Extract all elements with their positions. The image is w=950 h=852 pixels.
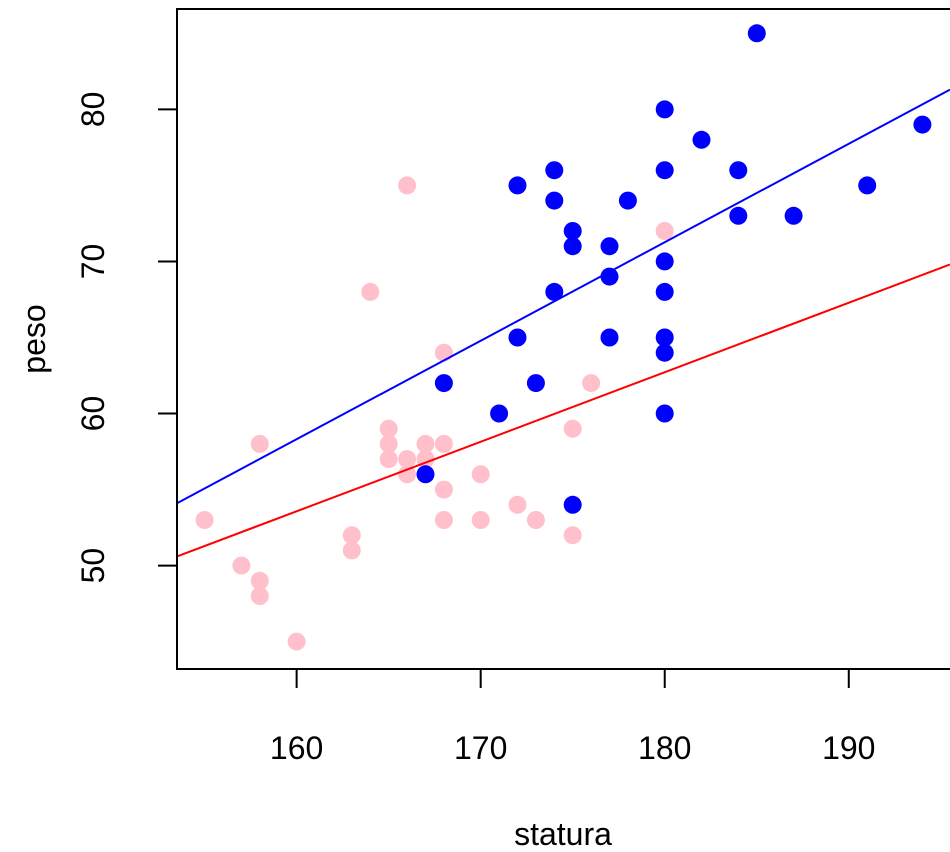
x-axis: 160 170 180 190 <box>270 668 875 766</box>
data-point-series-2 <box>545 161 564 180</box>
x-tick-label: 170 <box>454 730 507 766</box>
data-point-series-2 <box>508 328 527 347</box>
x-tick-label: 180 <box>638 730 691 766</box>
data-point-series-2 <box>508 176 527 195</box>
data-point-series-1 <box>398 176 417 195</box>
data-point-series-2 <box>858 176 877 195</box>
data-point-series-1 <box>416 434 435 453</box>
data-point-series-2 <box>655 404 674 423</box>
data-point-series-2 <box>913 115 932 134</box>
data-point-series-2 <box>784 206 803 225</box>
data-point-series-2 <box>655 161 674 180</box>
data-point-series-2 <box>526 374 545 393</box>
data-point-series-1 <box>250 571 269 590</box>
y-tick-label: 50 <box>75 548 111 584</box>
data-point-series-2 <box>563 237 582 256</box>
data-point-series-2 <box>655 343 674 362</box>
data-point-series-2 <box>563 222 582 240</box>
data-point-series-2 <box>600 328 619 347</box>
data-point-series-1 <box>398 450 417 469</box>
plot-frame <box>176 8 950 670</box>
y-tick-label: 80 <box>75 92 111 128</box>
data-point-series-2 <box>416 465 435 484</box>
x-axis-title: statura <box>514 816 612 852</box>
data-point-series-2 <box>490 404 509 423</box>
data-point-series-1 <box>655 222 674 240</box>
data-point-series-2 <box>747 24 766 43</box>
data-point-series-1 <box>361 282 380 301</box>
data-point-series-2 <box>545 282 564 301</box>
data-point-series-1 <box>398 465 417 484</box>
data-point-series-1 <box>287 632 306 651</box>
blue-fit-line <box>177 88 950 505</box>
data-point-series-1 <box>471 465 490 484</box>
data-point-series-2 <box>692 130 711 149</box>
data-point-series-2 <box>545 191 564 210</box>
data-point-series-1 <box>195 511 214 529</box>
data-point-series-1 <box>471 511 490 529</box>
data-point-series-2 <box>655 252 674 271</box>
plot-marks <box>195 24 932 651</box>
y-axis: 50 60 70 80 <box>75 92 178 584</box>
data-point-series-1 <box>342 541 361 560</box>
data-point-series-1 <box>526 511 545 529</box>
data-point-series-2 <box>563 495 582 514</box>
data-point-series-1 <box>508 495 527 514</box>
data-point-series-1 <box>434 434 453 453</box>
red-fit-line <box>177 263 950 558</box>
data-point-series-2 <box>618 191 637 210</box>
data-point-series-1 <box>232 556 251 575</box>
data-point-series-1 <box>563 419 582 438</box>
data-point-series-2 <box>655 328 674 347</box>
data-point-series-1 <box>250 587 269 605</box>
data-point-series-1 <box>379 434 398 453</box>
data-point-series-2 <box>434 374 453 393</box>
data-point-series-1 <box>250 434 269 453</box>
data-point-series-2 <box>655 100 674 119</box>
x-tick-label: 190 <box>822 730 875 766</box>
x-tick-label: 160 <box>270 730 323 766</box>
data-point-series-1 <box>379 419 398 438</box>
data-point-series-1 <box>342 526 361 545</box>
data-point-series-2 <box>655 282 674 301</box>
data-point-series-1 <box>563 526 582 545</box>
data-point-series-1 <box>434 511 453 529</box>
data-point-series-2 <box>729 161 748 180</box>
regression-lines <box>177 88 950 558</box>
data-point-series-1 <box>582 374 601 393</box>
data-point-series-2 <box>600 267 619 286</box>
y-tick-label: 60 <box>75 396 111 432</box>
data-point-series-1 <box>434 480 453 499</box>
data-point-series-2 <box>729 206 748 225</box>
y-tick-label: 70 <box>75 244 111 280</box>
y-axis-title: peso <box>16 304 52 373</box>
data-point-series-1 <box>379 450 398 469</box>
data-point-series-2 <box>600 237 619 256</box>
data-point-series-1 <box>434 343 453 362</box>
